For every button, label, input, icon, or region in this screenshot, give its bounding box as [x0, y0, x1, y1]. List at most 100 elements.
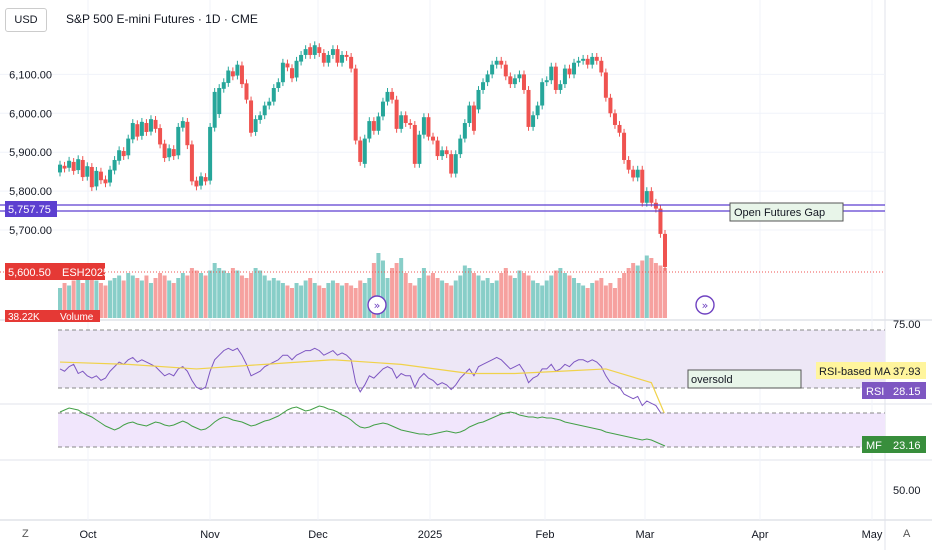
candle-body[interactable] — [285, 63, 290, 68]
candle-body[interactable] — [148, 119, 153, 132]
candle-body[interactable] — [635, 169, 640, 178]
candle-body[interactable] — [112, 159, 117, 171]
candle-body[interactable] — [244, 83, 249, 100]
candle-body[interactable] — [89, 166, 94, 188]
candle-body[interactable] — [622, 132, 627, 160]
candle-body[interactable] — [517, 74, 522, 79]
candle-body[interactable] — [385, 91, 390, 102]
candle-body[interactable] — [349, 56, 354, 69]
candle-body[interactable] — [289, 68, 294, 79]
candle-body[interactable] — [226, 70, 231, 83]
candle-body[interactable] — [158, 128, 163, 145]
candle-body[interactable] — [590, 56, 595, 65]
candle-body[interactable] — [503, 64, 508, 77]
candle-body[interactable] — [280, 62, 285, 83]
candle-body[interactable] — [144, 123, 149, 132]
replay-icon[interactable] — [367, 295, 387, 315]
candle-body[interactable] — [421, 117, 426, 135]
candle-body[interactable] — [508, 76, 513, 85]
candle-body[interactable] — [594, 56, 599, 61]
replay-icon[interactable] — [695, 295, 715, 315]
candle-body[interactable] — [180, 121, 185, 128]
candle-body[interactable] — [521, 74, 526, 90]
candle-body[interactable] — [544, 80, 549, 83]
candle-body[interactable] — [412, 124, 417, 164]
candle-body[interactable] — [321, 53, 326, 63]
candle-body[interactable] — [512, 78, 517, 85]
candle-body[interactable] — [167, 148, 172, 158]
candle-body[interactable] — [371, 121, 376, 131]
candle-body[interactable] — [335, 49, 340, 63]
candle-body[interactable] — [117, 150, 122, 161]
candle-body[interactable] — [581, 58, 586, 61]
candle-body[interactable] — [139, 121, 144, 136]
candle-body[interactable] — [449, 154, 454, 174]
candle-body[interactable] — [176, 126, 181, 156]
candle-body[interactable] — [426, 117, 431, 137]
oversold-callout-box[interactable] — [687, 369, 802, 389]
candle-body[interactable] — [230, 71, 235, 77]
candle-body[interactable] — [476, 89, 481, 110]
candle-body[interactable] — [644, 191, 649, 203]
candle-body[interactable] — [353, 68, 358, 141]
auto-scale-button[interactable]: A — [903, 528, 911, 540]
candle-body[interactable] — [235, 64, 240, 76]
candle-body[interactable] — [208, 126, 213, 181]
candle-body[interactable] — [408, 123, 413, 125]
candle-body[interactable] — [130, 123, 135, 140]
candle-body[interactable] — [340, 54, 345, 63]
candle-body[interactable] — [103, 179, 108, 184]
candle-body[interactable] — [262, 105, 267, 116]
candle-body[interactable] — [62, 165, 67, 169]
candle-body[interactable] — [663, 233, 667, 267]
candle-body[interactable] — [126, 138, 131, 156]
candle-body[interactable] — [658, 208, 663, 234]
candle-body[interactable] — [603, 72, 608, 98]
candle-body[interactable] — [481, 82, 486, 90]
candle-body[interactable] — [80, 159, 85, 178]
candle-body[interactable] — [58, 164, 62, 173]
candle-body[interactable] — [121, 151, 126, 157]
candle-body[interactable] — [471, 105, 476, 131]
candle-body[interactable] — [221, 82, 226, 89]
candle-body[interactable] — [562, 68, 567, 85]
candle-body[interactable] — [76, 159, 81, 171]
candle-body[interactable] — [303, 49, 308, 55]
candle-body[interactable] — [312, 45, 317, 55]
candle-body[interactable] — [617, 124, 622, 133]
candle-body[interactable] — [549, 66, 554, 81]
candle-body[interactable] — [626, 159, 631, 170]
candle-body[interactable] — [358, 140, 363, 162]
candle-body[interactable] — [71, 161, 76, 171]
candle-body[interactable] — [98, 171, 103, 181]
candle-body[interactable] — [294, 60, 299, 78]
candle-body[interactable] — [153, 119, 158, 129]
candle-body[interactable] — [576, 60, 581, 63]
candle-body[interactable] — [203, 177, 208, 182]
candle-body[interactable] — [531, 115, 536, 127]
zoom-button[interactable]: Z — [22, 528, 29, 540]
candle-body[interactable] — [108, 169, 113, 183]
candle-body[interactable] — [462, 123, 467, 139]
candle-body[interactable] — [390, 91, 395, 100]
candle-body[interactable] — [212, 91, 217, 128]
candle-body[interactable] — [612, 113, 617, 125]
candle-body[interactable] — [85, 166, 90, 177]
candle-body[interactable] — [239, 65, 244, 85]
candle-body[interactable] — [608, 97, 613, 114]
candle-body[interactable] — [640, 169, 645, 203]
candle-body[interactable] — [362, 138, 367, 164]
candle-body[interactable] — [485, 74, 490, 83]
candle-body[interactable] — [499, 60, 504, 65]
candle-body[interactable] — [276, 82, 281, 89]
candle-body[interactable] — [567, 68, 572, 75]
candle-body[interactable] — [572, 62, 577, 75]
candle-body[interactable] — [431, 136, 436, 141]
candle-body[interactable] — [458, 138, 463, 155]
candle-body[interactable] — [185, 121, 190, 146]
candle-body[interactable] — [199, 176, 204, 186]
candle-body[interactable] — [344, 54, 349, 57]
candle-body[interactable] — [194, 180, 199, 187]
candle-body[interactable] — [217, 88, 222, 115]
candle-body[interactable] — [258, 115, 263, 120]
